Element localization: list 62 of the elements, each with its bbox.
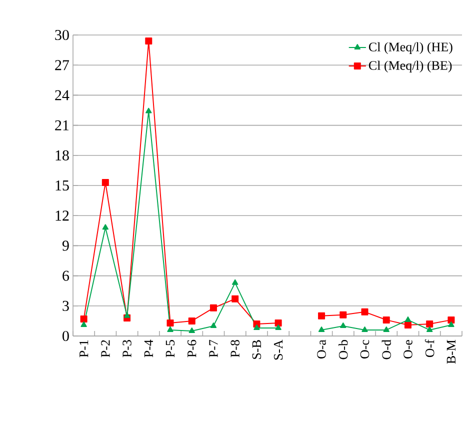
x-tick-label: P-2 [101, 340, 110, 358]
point [80, 321, 87, 327]
point [188, 327, 195, 333]
point [361, 308, 368, 316]
x-tick-label: O-c [360, 340, 370, 358]
x-tick-label: P-1 [80, 340, 88, 358]
x-tick-label: P-5 [166, 340, 175, 358]
point [145, 38, 152, 45]
point [166, 319, 174, 326]
point [146, 108, 152, 114]
y-tick-label: 9 [62, 240, 69, 251]
point [274, 319, 282, 326]
point [80, 315, 88, 322]
y-tick-label: 18 [56, 150, 69, 160]
point [404, 316, 412, 322]
x-tick-label: P-8 [230, 340, 240, 358]
point [448, 321, 454, 327]
x-tick-label: O-f [424, 340, 434, 358]
point [232, 295, 239, 302]
point [102, 224, 109, 230]
x-tick-label: P-4 [144, 340, 153, 358]
x-tick-label: P-3 [122, 340, 132, 358]
point [167, 326, 174, 332]
legend-label: Cl (Meq/l) (HE) [368, 42, 452, 54]
y-tick-label: 21 [55, 120, 69, 130]
y-tick-label: 15 [56, 180, 69, 191]
point [340, 322, 346, 328]
point [318, 312, 326, 320]
y-tick-label: 12 [56, 210, 69, 221]
x-tick-label: S-B [252, 340, 262, 359]
point [362, 326, 368, 332]
x-tick-label: P-6 [187, 340, 196, 358]
point [210, 322, 217, 328]
point [383, 326, 390, 332]
y-tick-label: 27 [55, 60, 70, 70]
point [254, 324, 260, 330]
x-tick-label: O-b [338, 340, 348, 360]
point [426, 326, 433, 332]
point [275, 324, 282, 330]
x-tick-label: S-A [274, 340, 283, 360]
y-tick-label: 30 [55, 30, 69, 40]
point [102, 178, 109, 186]
x-tick-label: O-a [317, 340, 326, 358]
point [124, 312, 130, 318]
x-tick-label: O-d [382, 340, 391, 360]
y-tick-label: 6 [62, 270, 70, 281]
y-tick-label: 3 [62, 300, 69, 311]
point [404, 321, 412, 328]
legend-label: Cl (Meq/l) (BE) [368, 60, 452, 73]
point [340, 311, 347, 318]
point [382, 316, 390, 324]
point [318, 326, 325, 332]
y-tick-label: 24 [55, 90, 70, 100]
point [426, 320, 434, 328]
x-tick-label: P-7 [209, 340, 218, 358]
point [188, 317, 196, 324]
y-tick-label: 0 [62, 330, 69, 342]
x-tick-label: B-M [446, 340, 456, 364]
x-tick-label: O-e [404, 340, 412, 358]
point [448, 316, 455, 324]
point [232, 279, 238, 285]
point [210, 304, 217, 312]
